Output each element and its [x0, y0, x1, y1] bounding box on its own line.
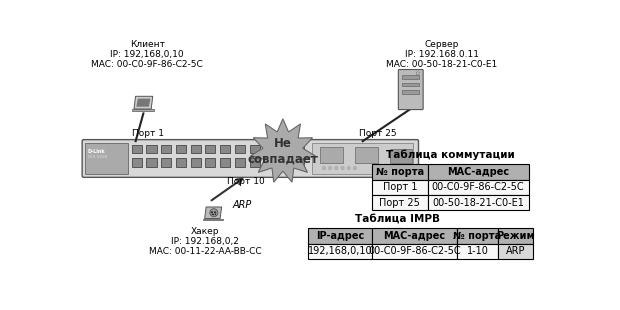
Bar — [355, 147, 378, 163]
Bar — [176, 145, 186, 153]
Bar — [215, 214, 216, 215]
Text: ARP: ARP — [506, 246, 525, 256]
Bar — [249, 145, 260, 153]
Bar — [279, 158, 289, 166]
Bar — [309, 228, 372, 244]
Bar — [146, 158, 156, 166]
Circle shape — [347, 166, 350, 170]
Text: № порта: № порта — [453, 231, 502, 241]
Bar — [211, 214, 213, 215]
Bar — [497, 228, 533, 244]
Text: Порт 25: Порт 25 — [359, 129, 396, 138]
Circle shape — [353, 166, 356, 170]
Bar — [264, 158, 274, 166]
Text: Порт 10: Порт 10 — [227, 177, 265, 186]
Bar — [235, 158, 245, 166]
FancyBboxPatch shape — [399, 69, 423, 109]
Text: 00-C0-9F-86-C2-5C: 00-C0-9F-86-C2-5C — [432, 182, 525, 192]
Text: Порт 1: Порт 1 — [131, 129, 164, 138]
Circle shape — [335, 166, 338, 170]
Text: Клиент
IP: 192,168,0,10
MAC: 00-C0-9F-86-C2-5C: Клиент IP: 192,168,0,10 MAC: 00-C0-9F-86… — [91, 39, 203, 69]
Bar — [402, 75, 419, 79]
Bar — [294, 158, 304, 166]
Circle shape — [341, 166, 344, 170]
Bar — [458, 228, 497, 244]
Bar — [205, 145, 216, 153]
Bar — [294, 145, 304, 153]
Bar — [402, 90, 419, 94]
Text: № порта: № порта — [376, 167, 424, 177]
Text: 192,168,0,10: 192,168,0,10 — [308, 246, 373, 256]
Polygon shape — [205, 207, 222, 219]
Bar — [213, 214, 214, 215]
Bar — [402, 83, 419, 86]
Bar — [428, 195, 528, 210]
Bar — [205, 158, 216, 166]
Text: DES-3028: DES-3028 — [87, 155, 108, 159]
Text: Таблица IMPB: Таблица IMPB — [355, 214, 440, 224]
Text: 00-50-18-21-C0-E1: 00-50-18-21-C0-E1 — [432, 198, 524, 208]
Bar — [372, 228, 458, 244]
Bar — [161, 158, 171, 166]
Bar — [309, 244, 372, 259]
Bar — [191, 145, 201, 153]
Bar — [279, 145, 289, 153]
Text: IP-адрес: IP-адрес — [316, 231, 365, 241]
Circle shape — [329, 166, 332, 170]
Text: МАС-адрес: МАС-адрес — [384, 231, 446, 241]
Bar — [86, 143, 128, 174]
Text: МАС-адрес: МАС-адрес — [447, 167, 509, 177]
Bar — [220, 158, 230, 166]
Bar — [372, 180, 428, 195]
Bar — [249, 158, 260, 166]
Bar — [264, 145, 274, 153]
Text: Режим: Режим — [496, 231, 534, 241]
Bar — [390, 149, 412, 163]
Bar — [458, 244, 497, 259]
Bar — [191, 158, 201, 166]
Bar — [131, 158, 142, 166]
Polygon shape — [250, 119, 315, 182]
Circle shape — [211, 211, 213, 214]
Bar — [372, 164, 428, 180]
Text: Хакер
IP: 192.168,0,2
MAC: 00-11-22-AA-BB-CC: Хакер IP: 192.168,0,2 MAC: 00-11-22-AA-B… — [149, 227, 262, 256]
Bar — [320, 147, 343, 163]
Circle shape — [214, 211, 216, 214]
Bar — [428, 180, 528, 195]
Circle shape — [210, 209, 218, 217]
Text: 00-C0-9F-86-C2-5C: 00-C0-9F-86-C2-5C — [368, 246, 461, 256]
Polygon shape — [203, 219, 223, 220]
Circle shape — [416, 72, 419, 75]
Text: Таблица коммутации: Таблица коммутации — [386, 149, 515, 160]
Bar — [497, 244, 533, 259]
Text: Сервер
IP: 192.168.0.11
MAC: 00-50-18-21-C0-E1: Сервер IP: 192.168.0.11 MAC: 00-50-18-21… — [386, 39, 497, 69]
FancyBboxPatch shape — [82, 140, 418, 177]
Polygon shape — [136, 99, 151, 107]
Bar — [131, 145, 142, 153]
Polygon shape — [134, 96, 153, 109]
Text: D-Link: D-Link — [87, 149, 105, 154]
Text: Порт 1: Порт 1 — [383, 182, 417, 192]
Bar — [146, 145, 156, 153]
Polygon shape — [132, 109, 154, 111]
Text: Порт 25: Порт 25 — [379, 198, 420, 208]
Bar — [220, 145, 230, 153]
Bar — [176, 158, 186, 166]
Bar — [372, 195, 428, 210]
Bar — [235, 145, 245, 153]
Text: ARP: ARP — [232, 200, 252, 210]
Bar — [428, 164, 528, 180]
Bar — [161, 145, 171, 153]
Circle shape — [322, 166, 326, 170]
Bar — [372, 244, 458, 259]
Text: 1-10: 1-10 — [466, 246, 489, 256]
Text: Не
совпадает: Не совпадает — [247, 137, 318, 165]
Bar — [312, 143, 413, 174]
